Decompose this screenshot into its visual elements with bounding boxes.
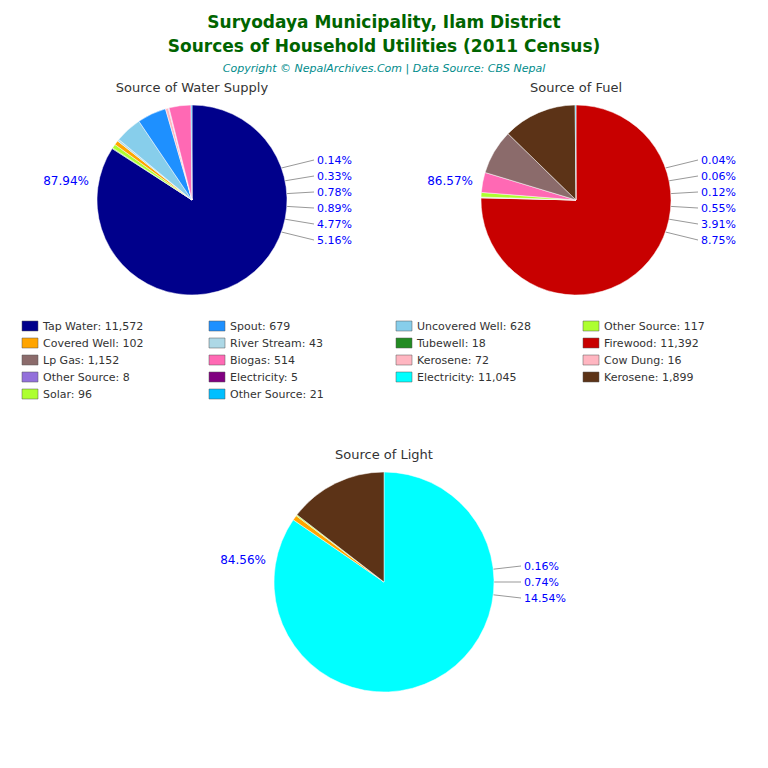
svg-text:8.75%: 8.75%: [701, 234, 736, 247]
svg-text:Uncovered Well: 628: Uncovered Well: 628: [417, 320, 531, 333]
svg-text:5.16%: 5.16%: [317, 234, 352, 247]
svg-text:Kerosene: 72: Kerosene: 72: [417, 354, 489, 367]
svg-text:Cow Dung: 16: Cow Dung: 16: [604, 354, 682, 367]
svg-text:0.12%: 0.12%: [701, 186, 736, 199]
svg-text:0.74%: 0.74%: [524, 576, 559, 589]
svg-text:Electricity: 5: Electricity: 5: [230, 371, 298, 384]
svg-text:0.06%: 0.06%: [701, 170, 736, 183]
svg-text:0.14%: 0.14%: [317, 154, 352, 167]
svg-text:4.77%: 4.77%: [317, 218, 352, 231]
svg-text:86.57%: 86.57%: [427, 174, 473, 188]
svg-text:Other Source: 8: Other Source: 8: [43, 371, 130, 384]
svg-text:87.94%: 87.94%: [43, 174, 89, 188]
svg-text:Suryodaya Municipality, Ilam D: Suryodaya Municipality, Ilam District: [207, 12, 560, 32]
svg-text:Source of Fuel: Source of Fuel: [530, 80, 622, 95]
svg-text:Sources of Household Utilities: Sources of Household Utilities (2011 Cen…: [168, 36, 601, 56]
svg-text:0.78%: 0.78%: [317, 186, 352, 199]
svg-text:Firewood: 11,392: Firewood: 11,392: [604, 337, 699, 350]
svg-text:0.89%: 0.89%: [317, 202, 352, 215]
svg-text:0.04%: 0.04%: [701, 154, 736, 167]
svg-text:0.16%: 0.16%: [524, 560, 559, 573]
svg-text:0.55%: 0.55%: [701, 202, 736, 215]
svg-text:Other Source: 117: Other Source: 117: [604, 320, 705, 333]
svg-text:Kerosene: 1,899: Kerosene: 1,899: [604, 371, 693, 384]
svg-text:3.91%: 3.91%: [701, 218, 736, 231]
svg-text:Tap Water: 11,572: Tap Water: 11,572: [42, 320, 143, 333]
svg-text:Source of Water Supply: Source of Water Supply: [116, 80, 269, 95]
svg-text:Copyright © NepalArchives.Com: Copyright © NepalArchives.Com | Data Sou…: [223, 62, 545, 75]
svg-text:Biogas: 514: Biogas: 514: [230, 354, 295, 367]
svg-text:Covered Well: 102: Covered Well: 102: [43, 337, 144, 350]
svg-text:Solar: 96: Solar: 96: [43, 388, 92, 401]
svg-text:Tubewell: 18: Tubewell: 18: [416, 337, 486, 350]
svg-text:Spout: 679: Spout: 679: [230, 320, 290, 333]
svg-text:Source of Light: Source of Light: [335, 447, 433, 462]
svg-text:Lp Gas: 1,152: Lp Gas: 1,152: [43, 354, 119, 367]
svg-text:Electricity: 11,045: Electricity: 11,045: [417, 371, 517, 384]
svg-text:14.54%: 14.54%: [524, 592, 566, 605]
svg-text:0.33%: 0.33%: [317, 170, 352, 183]
svg-text:Other Source: 21: Other Source: 21: [230, 388, 324, 401]
svg-text:84.56%: 84.56%: [220, 553, 266, 567]
svg-text:River Stream: 43: River Stream: 43: [230, 337, 323, 350]
